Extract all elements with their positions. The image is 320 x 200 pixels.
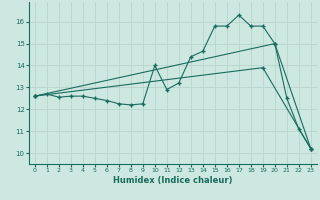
X-axis label: Humidex (Indice chaleur): Humidex (Indice chaleur) (113, 176, 233, 185)
